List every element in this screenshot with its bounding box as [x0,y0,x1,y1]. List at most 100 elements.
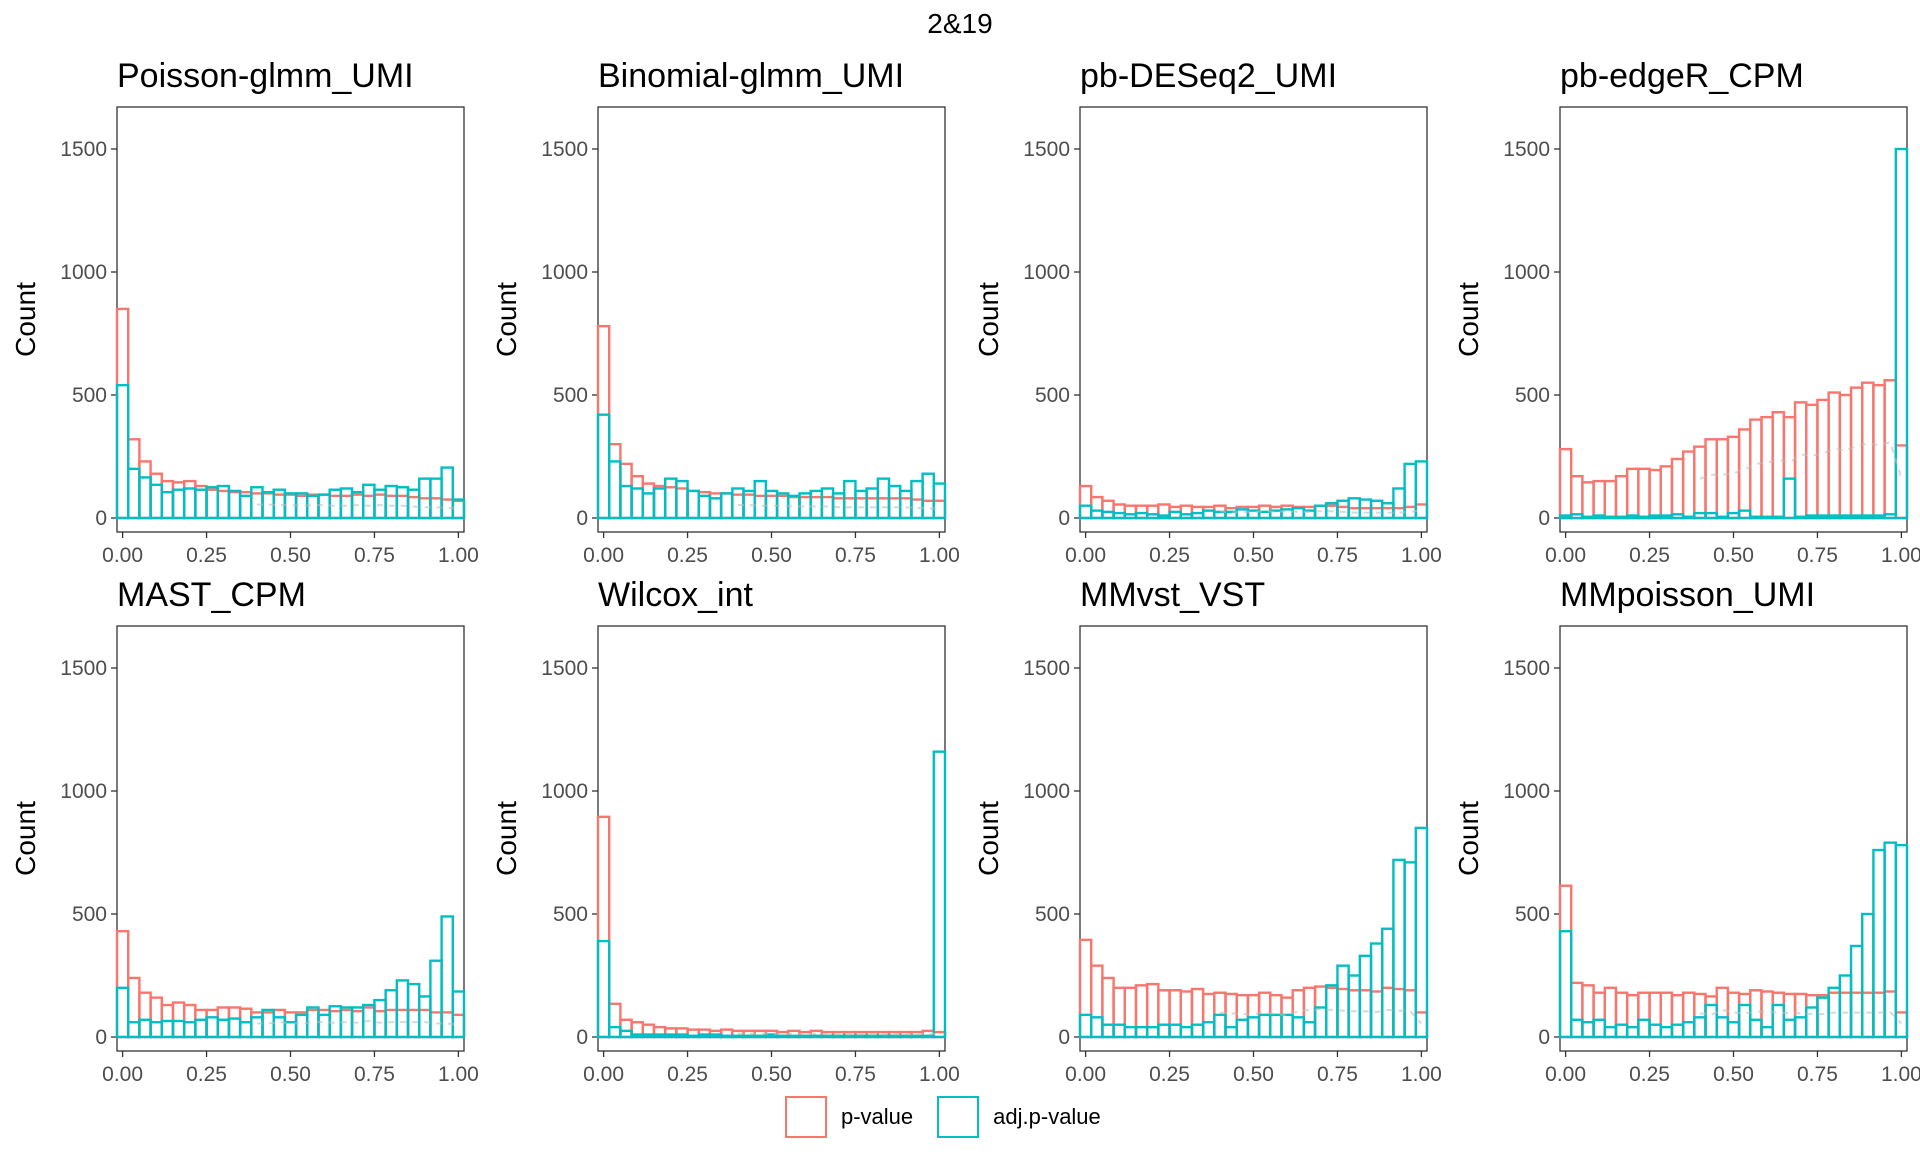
bar-p-value [686,489,700,520]
x-tick-label: 0.00 [583,1063,624,1086]
y-tick-label: 500 [72,903,107,926]
bar-p-value [1760,990,1774,1039]
bar-p-value [451,1013,466,1039]
bar-adj-p-value [630,487,644,520]
bar-adj-p-value [1760,515,1774,520]
bar-p-value [1883,379,1897,520]
x-tick-label: 0.50 [270,544,311,567]
y-tick-label: 1500 [1023,138,1070,161]
bar-p-value [1861,991,1875,1039]
bar-p-value [1704,995,1718,1039]
bar-adj-p-value [1816,514,1830,520]
bar-adj-p-value [1123,513,1138,520]
bar-adj-p-value [1883,513,1897,520]
bar-adj-p-value [440,915,454,1039]
bar-adj-p-value [686,489,700,520]
bar-adj-p-value [1101,510,1115,520]
x-tick-label: 0.75 [1317,544,1358,567]
bar-adj-p-value [932,750,947,1039]
x-tick-label: 0.75 [835,544,876,567]
bar-adj-p-value [328,488,343,520]
bar-p-value [205,1008,219,1039]
bar-adj-p-value [1224,1025,1238,1039]
bar-p-value [1771,991,1786,1039]
bar-adj-p-value [238,1021,253,1039]
y-tick-label: 0 [1058,1026,1070,1049]
bar-p-value [1637,467,1651,520]
bar-adj-p-value [1670,1023,1685,1039]
x-tick-label: 0.75 [354,1063,395,1086]
x-tick-label: 1.00 [1881,1063,1920,1086]
bar-adj-p-value [1570,513,1584,520]
x-tick-label: 0.75 [1797,544,1838,567]
bar-p-value [619,462,633,520]
bar-p-value [1145,504,1160,520]
bar-adj-p-value [1336,964,1350,1039]
x-tick-label: 0.00 [102,1063,143,1086]
y-tick-label: 1500 [60,657,107,680]
bar-p-value [1325,986,1339,1039]
histogram-panel: pb-edgeR_CPM 0 500 1000 1500 0.00 0.25 0.50 0.75… [1453,57,1920,567]
bar-adj-p-value [1883,841,1897,1039]
x-tick-label: 0.50 [1713,1063,1754,1086]
bar-p-value [1771,411,1786,520]
bar-adj-p-value [1235,508,1250,520]
bar-adj-p-value [1872,514,1886,520]
x-tick-label: 0.00 [1065,544,1106,567]
bar-adj-p-value [1157,514,1171,520]
panel-title: MMvst_VST [1080,576,1265,614]
bar-p-value [1112,503,1126,520]
bar-p-value [182,479,197,520]
panel-title: MMpoisson_UMI [1560,576,1815,614]
bar-adj-p-value [887,1034,902,1039]
bar-adj-p-value [899,489,913,520]
bar-adj-p-value [719,492,734,520]
bar-adj-p-value [406,488,421,520]
bar-adj-p-value [1872,848,1886,1039]
bar-adj-p-value [1771,515,1786,520]
bar-p-value [630,474,644,520]
bar-p-value [1782,415,1797,520]
bar-p-value [1101,976,1115,1039]
bar-p-value [1648,468,1662,520]
y-tick-label: 1000 [60,261,107,284]
bar-adj-p-value [1782,477,1797,520]
bar-adj-p-value [250,1016,264,1039]
bar-p-value [1381,986,1395,1039]
bar-p-value [227,490,242,520]
y-axis-title: Count [973,282,1004,357]
bar-p-value [1838,393,1853,520]
bar-p-value [1749,989,1763,1039]
y-axis-title: Count [1453,282,1484,357]
bar-p-value [1246,993,1261,1039]
bar-adj-p-value [127,467,141,520]
y-axis-title: Count [491,282,522,357]
bar-p-value [1581,984,1595,1039]
reference-line [1219,509,1422,514]
bar-adj-p-value [1157,1023,1171,1039]
legend: p-value adj.p-value [785,1094,1107,1140]
panel-frame [1559,106,1908,533]
bar-p-value [1302,986,1317,1039]
bar-adj-p-value [1291,1016,1306,1039]
bar-p-value [138,460,152,520]
bar-adj-p-value [1849,514,1864,520]
reference-line [737,504,940,510]
bar-adj-p-value [641,1033,656,1039]
bar-adj-p-value [1827,514,1842,520]
bar-adj-p-value [1670,513,1685,520]
bar-p-value [294,494,309,520]
bar-p-value [1614,991,1629,1039]
y-tick-label: 0 [576,507,588,530]
bar-adj-p-value [1659,1025,1674,1039]
bar-adj-p-value [227,489,242,520]
bar-adj-p-value [820,487,835,520]
bar-adj-p-value [272,1016,287,1039]
bar-adj-p-value [306,494,320,520]
bar-adj-p-value [138,1018,152,1039]
bar-p-value [1637,991,1651,1039]
bar-adj-p-value [753,479,768,520]
x-tick-label: 0.50 [751,544,792,567]
bar-p-value [115,307,130,520]
